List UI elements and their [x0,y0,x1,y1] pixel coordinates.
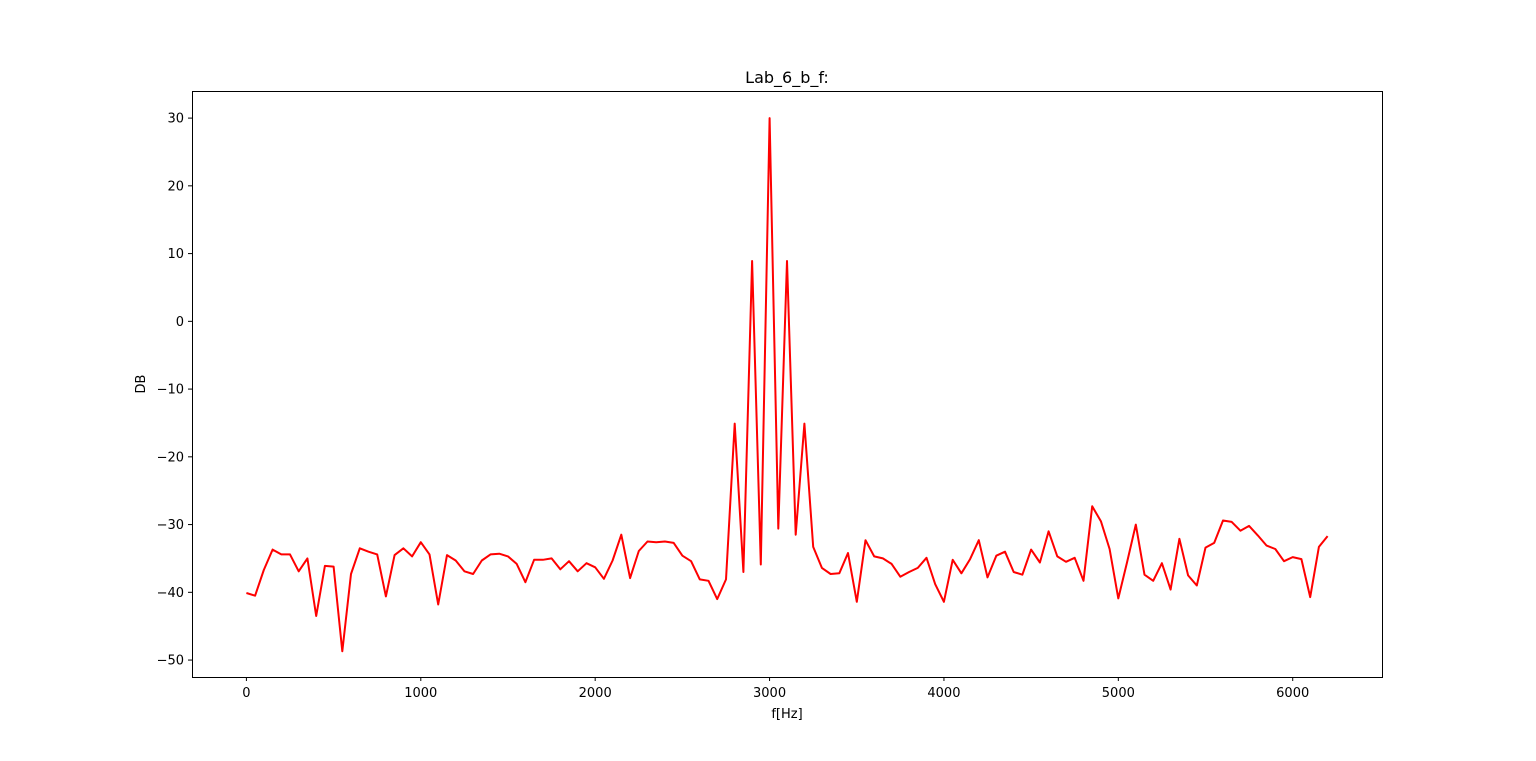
y-tick-label: 10 [167,247,184,262]
y-tick-label: 30 [167,112,184,127]
x-axis-title: f[Hz] [771,707,802,722]
x-tick-label: 2000 [579,686,612,701]
y-axis-ticks: 30 20 10 0 −10 −20 −30 −40 −50 [157,112,192,669]
x-tick-label: 5000 [1102,686,1135,701]
y-tick-label: 0 [176,315,184,330]
x-tick-label: 0 [242,686,250,701]
y-tick-label: −50 [157,654,184,669]
y-tick-label: −30 [157,518,184,533]
x-tick-label: 3000 [753,686,786,701]
y-tick-label: −40 [157,586,184,601]
x-tick-label: 4000 [927,686,960,701]
chart-title: Lab_6_b_f: [745,68,829,88]
y-axis-title: DB [134,375,149,394]
series-layer [246,117,1329,653]
x-axis-ticks: 0 1000 2000 3000 4000 5000 6000 [242,677,1309,701]
y-tick-label: −10 [157,383,184,398]
series-line [246,117,1329,653]
plot-frame [192,91,1383,678]
y-tick-label: 20 [167,179,184,194]
y-tick-label: −20 [157,450,184,465]
x-tick-label: 6000 [1276,686,1309,701]
x-tick-label: 1000 [404,686,437,701]
